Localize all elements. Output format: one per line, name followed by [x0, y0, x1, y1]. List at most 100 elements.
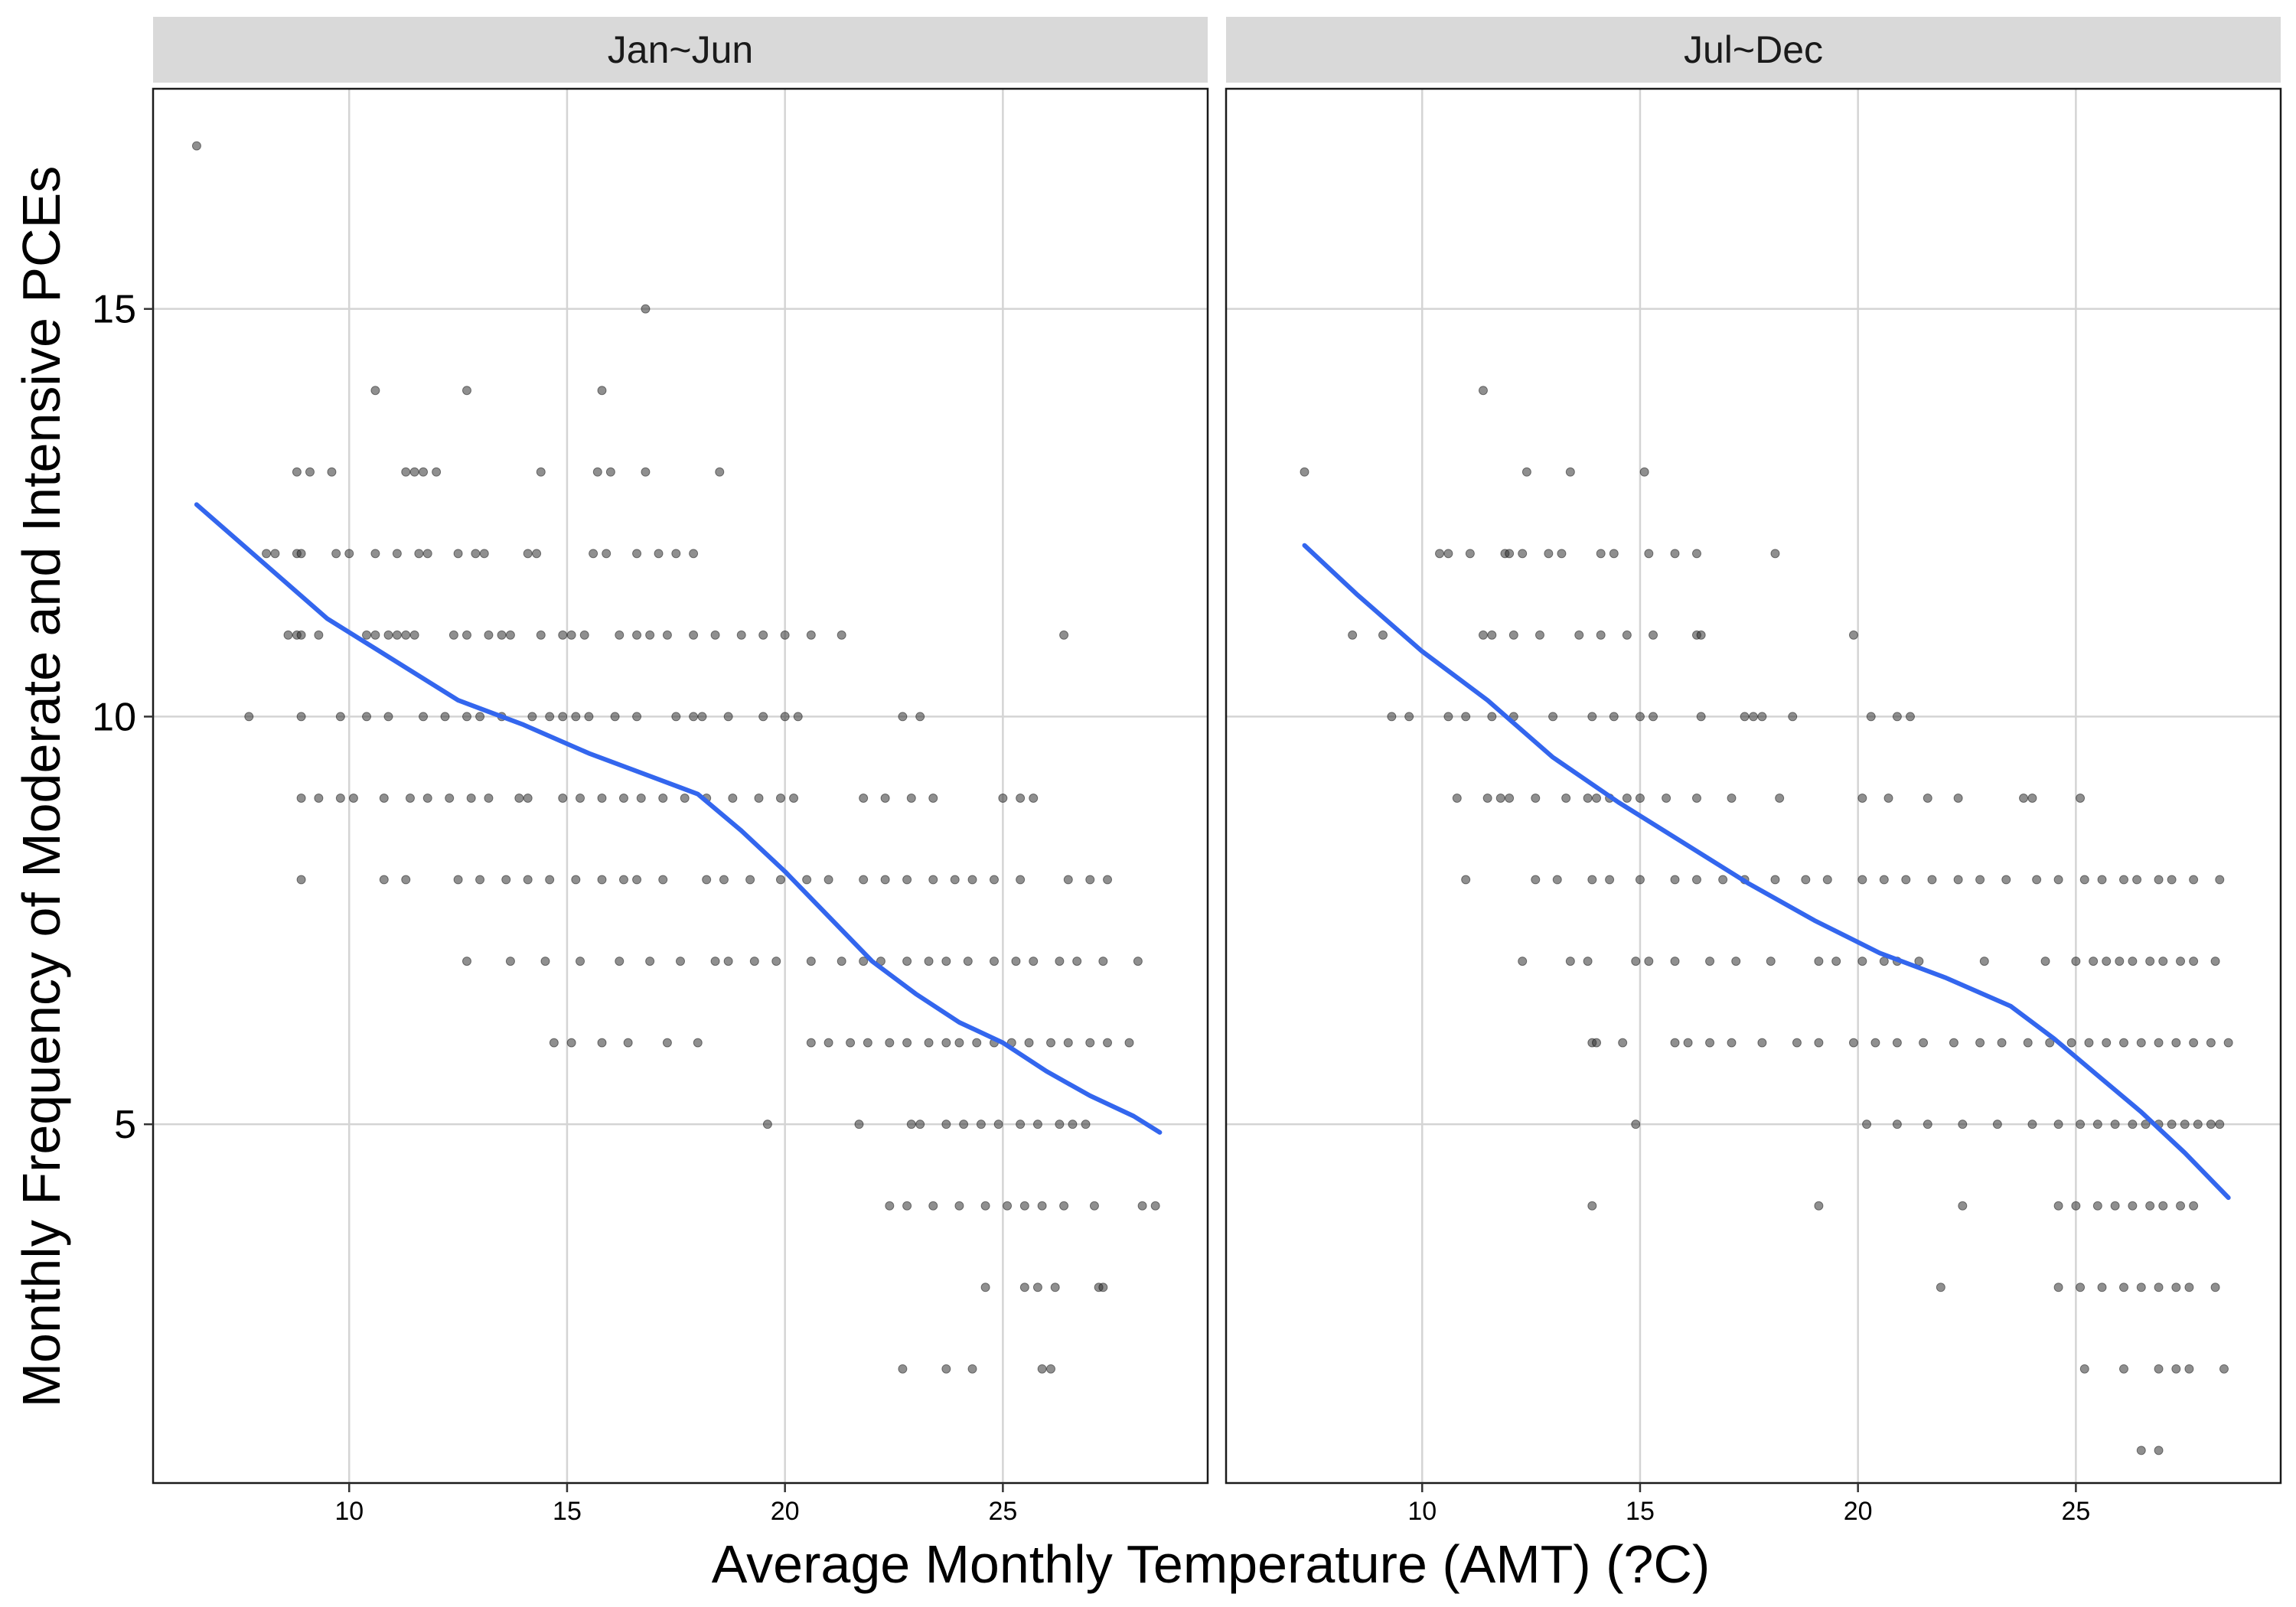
- data-point: [2189, 1201, 2199, 1211]
- data-point: [802, 875, 812, 885]
- data-point: [1552, 875, 1562, 885]
- data-point: [1505, 793, 1515, 803]
- data-point: [1085, 1038, 1095, 1048]
- data-point: [1609, 549, 1619, 559]
- data-point: [702, 875, 712, 885]
- data-point: [419, 712, 429, 722]
- data-point: [1029, 957, 1039, 966]
- data-point: [448, 630, 458, 640]
- data-point: [1879, 875, 1889, 885]
- data-point: [1857, 957, 1867, 966]
- data-point: [1465, 549, 1475, 559]
- data-point: [2158, 1201, 2168, 1211]
- data-point: [2084, 1038, 2094, 1048]
- data-point: [545, 712, 555, 722]
- data-point: [1618, 1038, 1628, 1048]
- data-point: [605, 467, 615, 477]
- data-point: [466, 793, 476, 803]
- data-point: [1059, 630, 1069, 640]
- data-point: [2136, 1283, 2146, 1292]
- data-point: [405, 793, 415, 803]
- data-point: [885, 1201, 895, 1211]
- data-point: [1635, 712, 1645, 722]
- data-point: [2145, 1201, 2155, 1211]
- x-tick-label: 15: [553, 1497, 582, 1526]
- y-axis-title: Monthly Frequency of Moderate and Intens…: [11, 166, 71, 1408]
- data-point: [1487, 630, 1497, 640]
- data-point: [618, 875, 628, 885]
- data-point: [2171, 1364, 2181, 1374]
- data-point: [475, 712, 485, 722]
- data-point: [244, 712, 254, 722]
- x-tick-label: 10: [1407, 1497, 1437, 1526]
- data-point: [941, 957, 951, 966]
- data-point: [1478, 630, 1488, 640]
- data-point: [775, 875, 785, 885]
- data-point: [440, 712, 450, 722]
- data-point: [2053, 1201, 2063, 1211]
- data-point: [1098, 1283, 1108, 1292]
- data-point: [1583, 957, 1593, 966]
- data-point: [327, 467, 337, 477]
- data-point: [963, 957, 973, 966]
- data-point: [689, 712, 699, 722]
- data-point: [305, 467, 315, 477]
- data-point: [2092, 1120, 2102, 1129]
- data-point: [2079, 1364, 2089, 1374]
- data-point: [941, 1120, 951, 1129]
- data-point: [1003, 1201, 1013, 1211]
- data-point: [859, 793, 869, 803]
- data-point: [1892, 1038, 1902, 1048]
- data-point: [1561, 793, 1571, 803]
- data-point: [597, 793, 607, 803]
- data-point: [1016, 1120, 1026, 1129]
- data-point: [837, 630, 846, 640]
- data-point: [1063, 875, 1073, 885]
- data-point: [1879, 957, 1889, 966]
- data-point: [1919, 1038, 1929, 1048]
- data-point: [1085, 875, 1095, 885]
- data-point: [1696, 712, 1706, 722]
- data-point: [296, 875, 306, 885]
- data-point: [1670, 549, 1680, 559]
- data-point: [1046, 1038, 1056, 1048]
- data-point: [505, 957, 515, 966]
- data-point: [296, 549, 306, 559]
- data-point: [1792, 1038, 1802, 1048]
- data-point: [980, 1283, 990, 1292]
- data-point: [532, 549, 542, 559]
- data-point: [898, 1364, 908, 1374]
- data-point: [1731, 957, 1741, 966]
- data-point: [1565, 467, 1575, 477]
- data-point: [1766, 957, 1776, 966]
- data-point: [1949, 1038, 1958, 1048]
- data-point: [1644, 549, 1654, 559]
- data-point: [1081, 1120, 1091, 1129]
- panels-layer: Jan~Jun 10 15 20 25 5 10 15 Jul~Dec 10 15 20 25: [92, 17, 2282, 1526]
- panel-border: [1225, 87, 2282, 1485]
- data-point: [1905, 712, 1915, 722]
- data-point: [906, 1120, 916, 1129]
- data-point: [610, 712, 620, 722]
- data-point: [1150, 1201, 1160, 1211]
- data-point: [1892, 712, 1902, 722]
- data-point: [2136, 1038, 2146, 1048]
- data-point: [1544, 549, 1554, 559]
- data-point: [1927, 875, 1937, 885]
- data-point: [453, 549, 463, 559]
- data-point: [2076, 1283, 2086, 1292]
- y-tick-label: 10: [92, 695, 136, 739]
- data-point: [954, 1038, 964, 1048]
- data-point: [859, 957, 869, 966]
- data-point: [566, 1038, 576, 1048]
- data-point: [1622, 630, 1632, 640]
- data-point: [2132, 875, 2142, 885]
- data-point: [335, 793, 345, 803]
- data-point: [1705, 957, 1715, 966]
- data-point: [1953, 793, 1963, 803]
- data-point: [370, 549, 380, 559]
- data-point: [1016, 793, 1026, 803]
- data-point: [1639, 467, 1649, 477]
- data-point: [1892, 1120, 1902, 1129]
- data-point: [527, 712, 537, 722]
